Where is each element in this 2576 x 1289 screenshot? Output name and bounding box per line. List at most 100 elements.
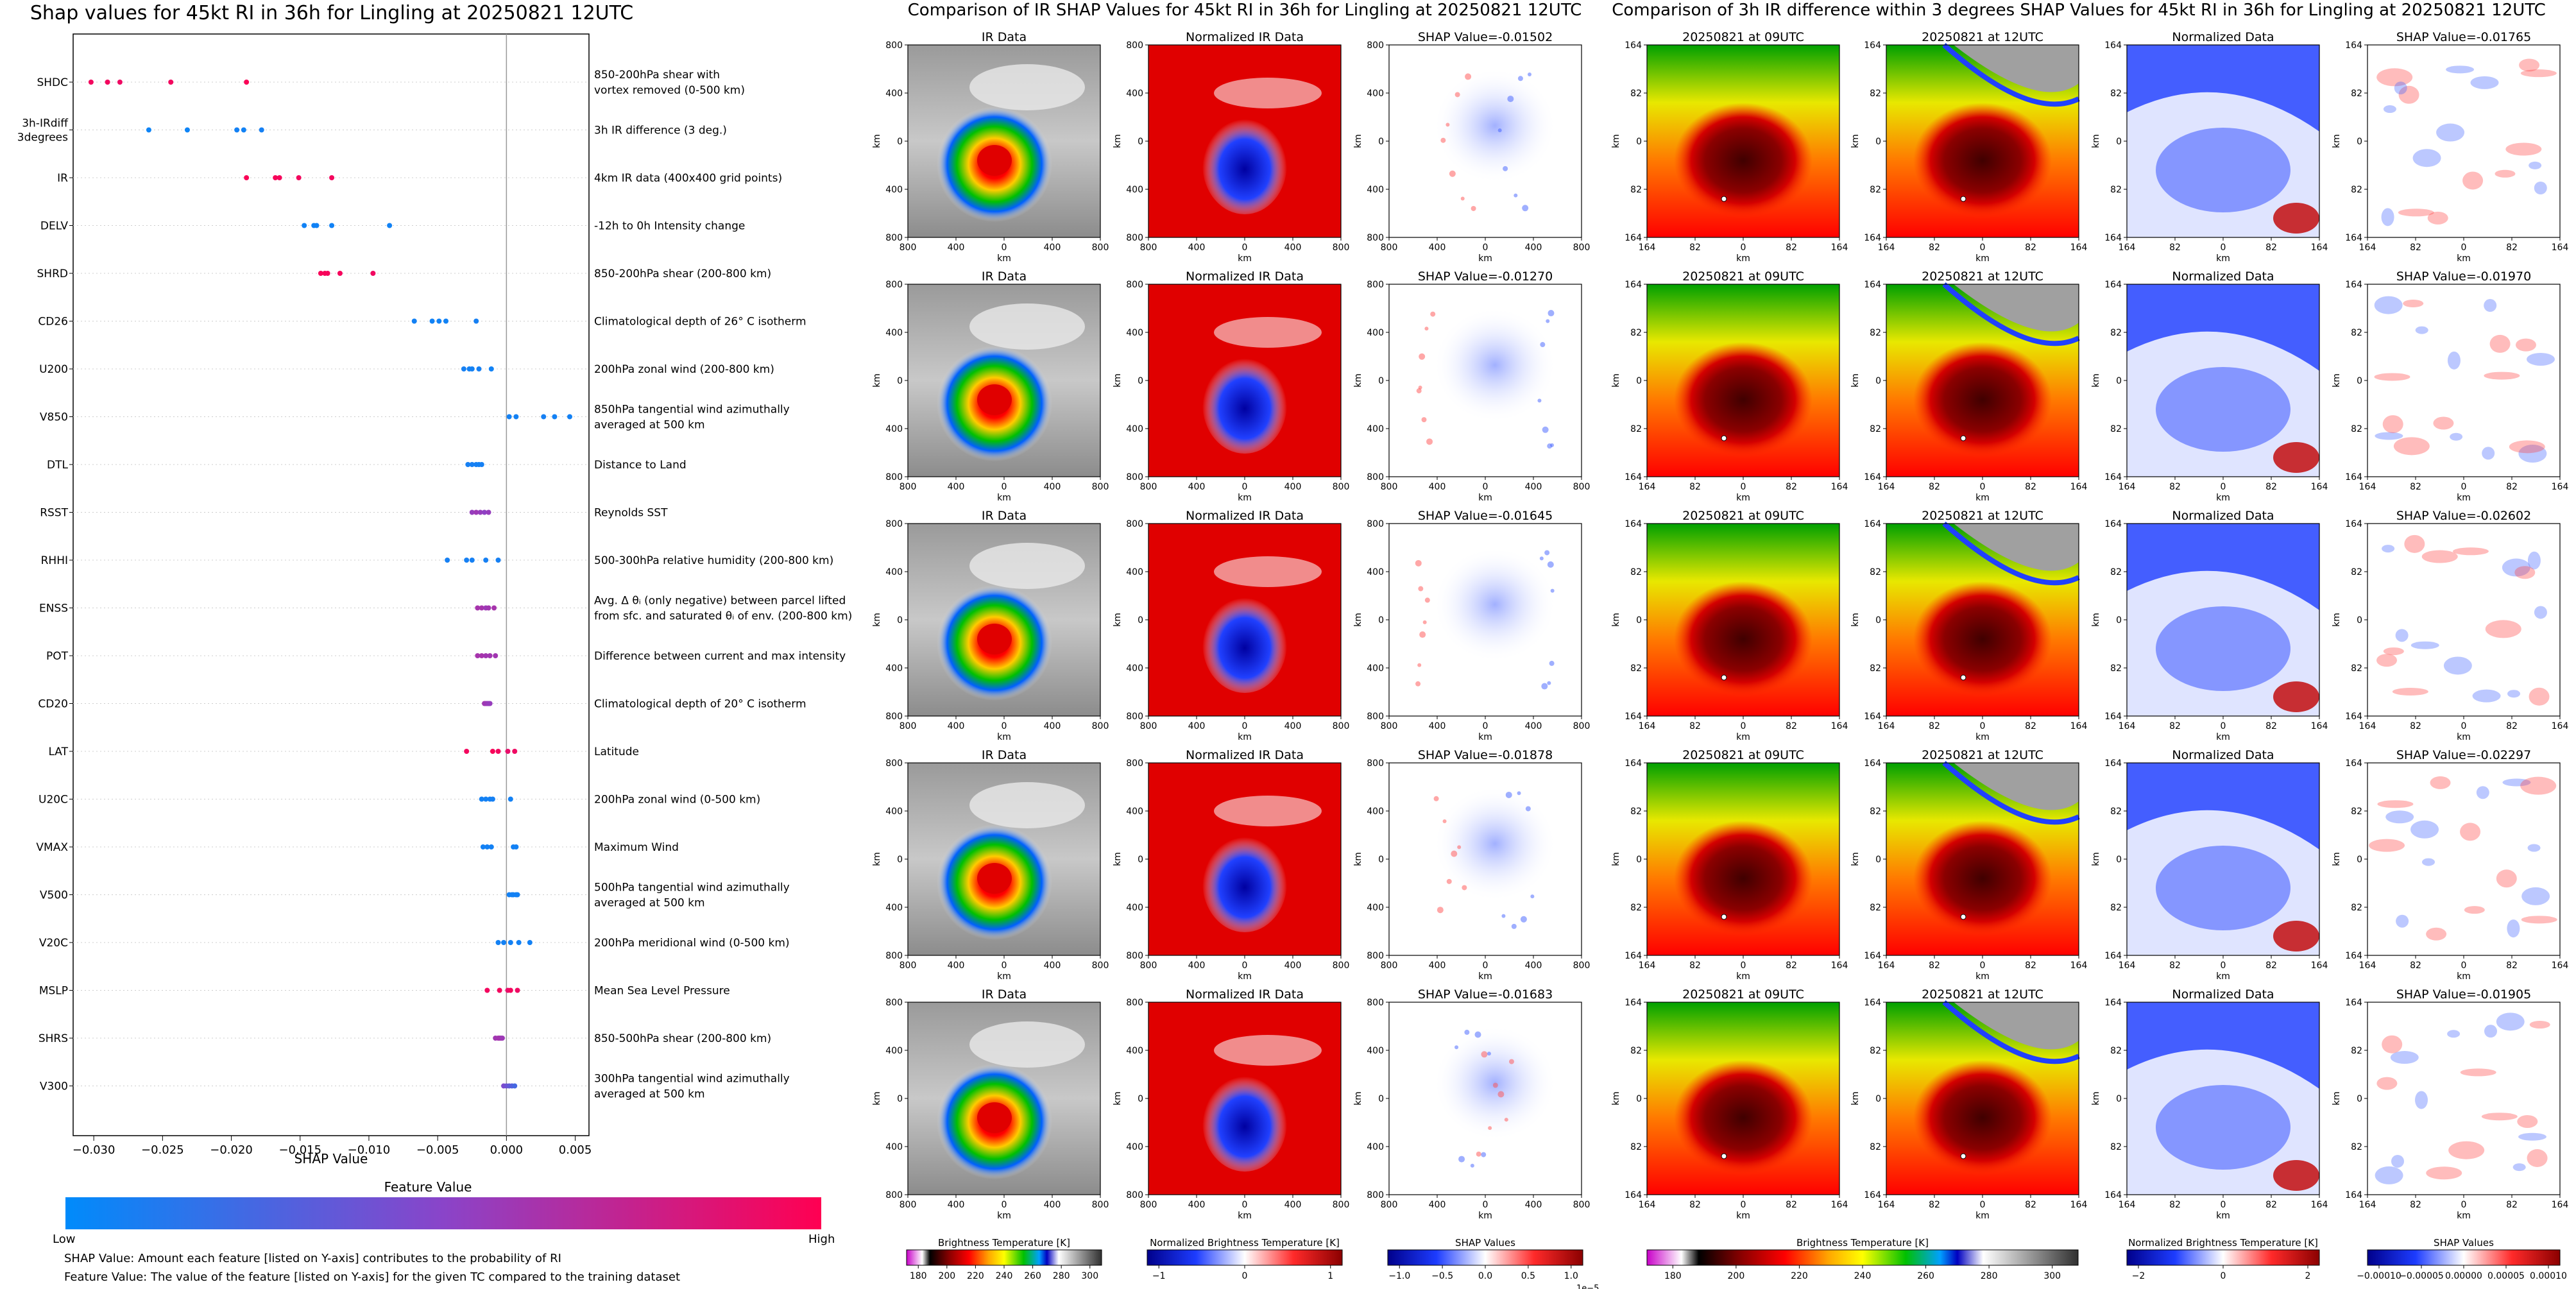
panel-frame [1646,762,1840,956]
panel-title: Normalized Data [2172,987,2274,1002]
feature-name-label: CD26 [38,316,68,329]
shap-point [469,558,475,563]
shap-patch [2421,550,2458,563]
y-tick-label: 400 [1367,185,1384,195]
shap-point [318,271,323,276]
x-tick-label: 400 [948,243,965,253]
shap-speckle [1426,438,1433,445]
panel-frame [2367,284,2561,477]
shap-point [465,462,471,467]
y-tick-label: 164 [1625,758,1642,769]
shap-patch [2521,916,2557,924]
y-tick-label: 400 [1126,424,1143,434]
x-tick-label: 164 [2552,1200,2569,1210]
colorbar-tick-label: −0.00010 [2357,1271,2401,1281]
y-tick-label: 164 [2104,712,2122,722]
diff-shap-field [2367,45,2560,237]
y-tick-label: 400 [1126,89,1143,99]
y-axis-label: km [2332,373,2342,388]
shap-speckle [1547,443,1553,449]
x-tick-label: −0.010 [348,1143,391,1157]
shap-point [329,223,335,228]
bt-12utc-panel: 20250821 at 12UTC1641648282008282164164k… [1850,30,2087,264]
shap-point [495,940,501,945]
y-tick-label: 164 [1625,472,1642,482]
shap-speckle [1544,550,1550,556]
x-tick-label: 82 [2265,960,2277,971]
x-tick-label: 164 [2311,960,2328,971]
y-tick-label: 0 [1138,615,1143,626]
y-tick-label: 82 [2110,185,2122,195]
x-tick-label: 82 [2410,721,2421,731]
x-tick-label: 82 [1689,960,1701,971]
shap-patch [2375,432,2403,440]
feature-description: -12h to 0h Intensity change [594,220,745,233]
y-tick-label: 82 [2351,89,2362,99]
shap-speckle [1417,663,1422,667]
shap-patch [2507,690,2521,698]
x-tick-label: 0 [1002,721,1007,731]
shap-point [473,509,479,515]
panel-title: Normalized Data [2172,748,2274,762]
shap-speckle [1507,96,1514,103]
y-tick-label: 164 [2104,1190,2122,1200]
shap-point [464,749,470,754]
x-tick-label: 0 [1242,960,1248,971]
y-tick-label: 400 [1126,663,1143,674]
x-tick-label: 800 [1140,721,1157,731]
y-tick-label: 82 [1870,807,1881,817]
beeswarm-plot-area [73,33,590,1136]
shap-point [486,509,491,515]
shap-point [314,223,320,228]
panel-title: SHAP Value=-0.02602 [2396,509,2531,523]
x-tick-label: 800 [1381,721,1398,731]
x-tick-label: 800 [1573,721,1591,731]
panel-frame [1148,523,1342,717]
shap-patch [2520,69,2557,78]
x-tick-label: 164 [2119,243,2136,253]
y-tick-label: 82 [2351,903,2362,913]
y-tick-label: 0 [897,137,903,147]
y-tick-label: 0 [1378,855,1384,865]
x-tick-label: 82 [2265,721,2277,731]
shap-speckle [1422,620,1427,624]
panel-frame [1388,762,1582,956]
shap-patch [2482,447,2495,460]
shap-point [527,940,533,945]
y-tick-label: 0 [1875,376,1881,386]
shap-speckle [1501,914,1506,918]
x-tick-label: 82 [2410,1200,2421,1210]
y-tick-label: 800 [885,951,903,961]
y-axis-label: km [1113,852,1123,866]
y-tick-label: 164 [1864,758,1881,769]
shap-point [488,366,494,371]
panel-frame [1886,44,2079,238]
shap-patch [2489,334,2511,353]
y-axis-label: km [1353,613,1363,627]
x-tick-label: 0 [2461,482,2467,492]
cold-anomaly [1202,354,1287,454]
negative-core [2156,846,2290,930]
shap-point [146,127,151,133]
y-tick-label: 400 [885,807,903,817]
shap-point [491,605,497,611]
shap-speckle [1508,1059,1514,1064]
y-tick-label: 82 [1630,663,1642,674]
y-tick-label: 400 [1126,328,1143,338]
x-tick-label: 400 [948,1200,965,1210]
diff-colorbars: Brightness Temperature [K] 180 200 220 240 26… [1646,1237,2567,1281]
shap-point [493,653,499,658]
x-axis-label: km [1478,493,1492,503]
y-axis-label: km [1611,373,1621,388]
shap-speckle [1451,850,1458,857]
shap-patch [2383,105,2396,114]
y-axis-label: km [2091,613,2101,627]
panel-frame [1148,284,1342,477]
colorbar-tick-label: −0.5 [1431,1271,1453,1281]
x-tick-label: 82 [2410,243,2421,253]
shap-patch [2518,1132,2546,1141]
y-tick-label: 800 [885,40,903,51]
x-axis-label: km [997,732,1011,742]
ir-row: IR Data80080040040000400400800800kmkmNor… [872,509,1590,742]
shap-point [483,796,489,802]
